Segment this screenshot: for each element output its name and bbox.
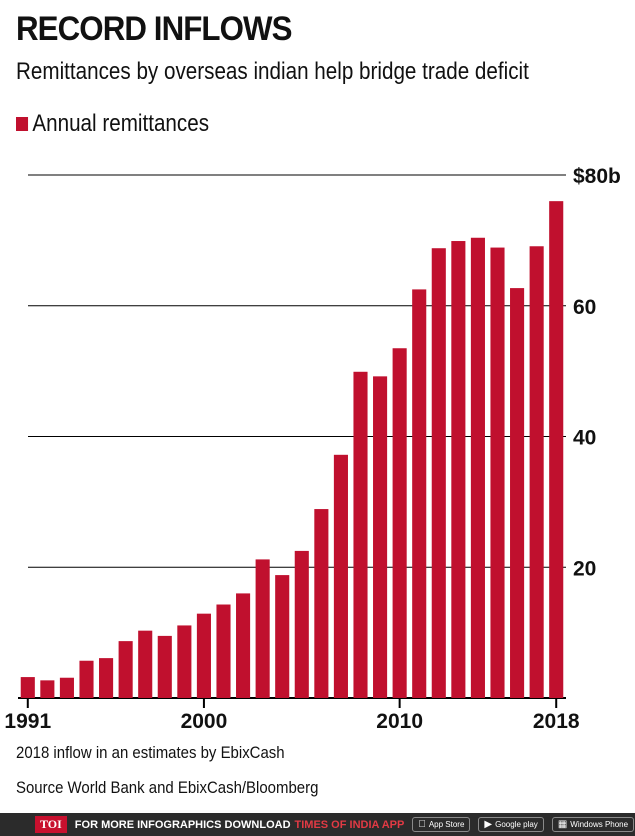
bar-2006 — [314, 509, 329, 698]
bar-2002 — [236, 593, 251, 698]
bar-2015 — [490, 247, 505, 698]
bar-2018 — [549, 201, 564, 698]
bar-2013 — [451, 241, 466, 698]
bar-2007 — [333, 454, 348, 698]
x-tick-label: 2018 — [533, 710, 580, 733]
chart-subtitle: Remittances by overseas indian help brid… — [16, 58, 529, 85]
legend-swatch — [16, 117, 29, 131]
y-tick-label: 60 — [573, 296, 596, 319]
bar-2009 — [373, 376, 388, 698]
bar-2005 — [294, 550, 309, 698]
bar-1995 — [99, 658, 114, 698]
toi-logo[interactable]: TOI — [35, 816, 67, 833]
google-play-badge[interactable]: ▶ Google play — [476, 817, 544, 832]
footer-promo-text: FOR MORE INFOGRAPHICS DOWNLOAD — [74, 818, 291, 831]
windows-phone-label: Windows Phone — [562, 820, 628, 829]
bar-2003 — [255, 559, 270, 698]
bar-1991 — [20, 677, 35, 698]
bar-2014 — [470, 237, 485, 698]
bar-2017 — [529, 246, 544, 699]
bar-2001 — [216, 604, 231, 698]
x-tick-label: 2010 — [376, 710, 423, 733]
bar-2004 — [275, 575, 290, 698]
bar-2011 — [412, 289, 427, 698]
google-play-label: Google play — [487, 820, 538, 829]
footer-banner[interactable]: TOI FOR MORE INFOGRAPHICS DOWNLOAD TIMES… — [0, 813, 635, 836]
app-store-badge[interactable]:  App Store — [412, 817, 471, 832]
legend: Annual remittances — [16, 110, 209, 138]
footer-brand-text: TIMES OF INDIA APP — [294, 818, 405, 831]
play-icon: ▶ — [476, 819, 492, 830]
bar-2008 — [353, 371, 368, 698]
y-tick-label: 40 — [573, 427, 596, 450]
apple-icon:  — [418, 819, 426, 830]
bar-1999 — [177, 625, 192, 698]
bar-1992 — [40, 680, 55, 698]
bars — [20, 201, 564, 699]
bar-2016 — [510, 288, 525, 698]
bar-2000 — [196, 613, 211, 698]
remittances-bar-chart: 20 40 60 $80b 1991 2000 2010 2018 — [4, 165, 620, 733]
bar-1994 — [79, 660, 94, 698]
bar-1997 — [138, 630, 153, 698]
ticks: 20 40 60 $80b 1991 2000 2010 2018 — [4, 165, 620, 733]
estimate-note: 2018 inflow in an estimates by EbixCash — [16, 743, 285, 762]
x-tick-label: 1991 — [4, 710, 51, 733]
bar-1993 — [59, 677, 74, 698]
windows-phone-badge[interactable]: ▦ Windows Phone — [550, 817, 635, 832]
bar-2012 — [431, 248, 446, 698]
chart-title: RECORD INFLOWS — [16, 10, 293, 48]
bar-1996 — [118, 641, 133, 698]
app-store-label: App Store — [421, 820, 465, 829]
y-tick-label: $80b — [573, 165, 621, 188]
legend-label: Annual remittances — [32, 110, 210, 137]
x-tick-label: 2000 — [181, 710, 228, 733]
bar-2010 — [392, 348, 407, 698]
bar-1998 — [157, 635, 172, 698]
source-note: Source World Bank and EbixCash/Bloomberg — [16, 778, 319, 797]
y-tick-label: 20 — [573, 557, 596, 580]
windows-icon: ▦ — [550, 819, 567, 830]
